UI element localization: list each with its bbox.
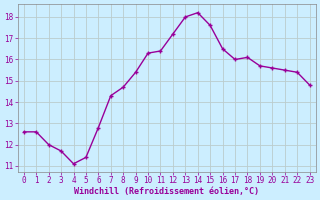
X-axis label: Windchill (Refroidissement éolien,°C): Windchill (Refroidissement éolien,°C) <box>74 187 259 196</box>
